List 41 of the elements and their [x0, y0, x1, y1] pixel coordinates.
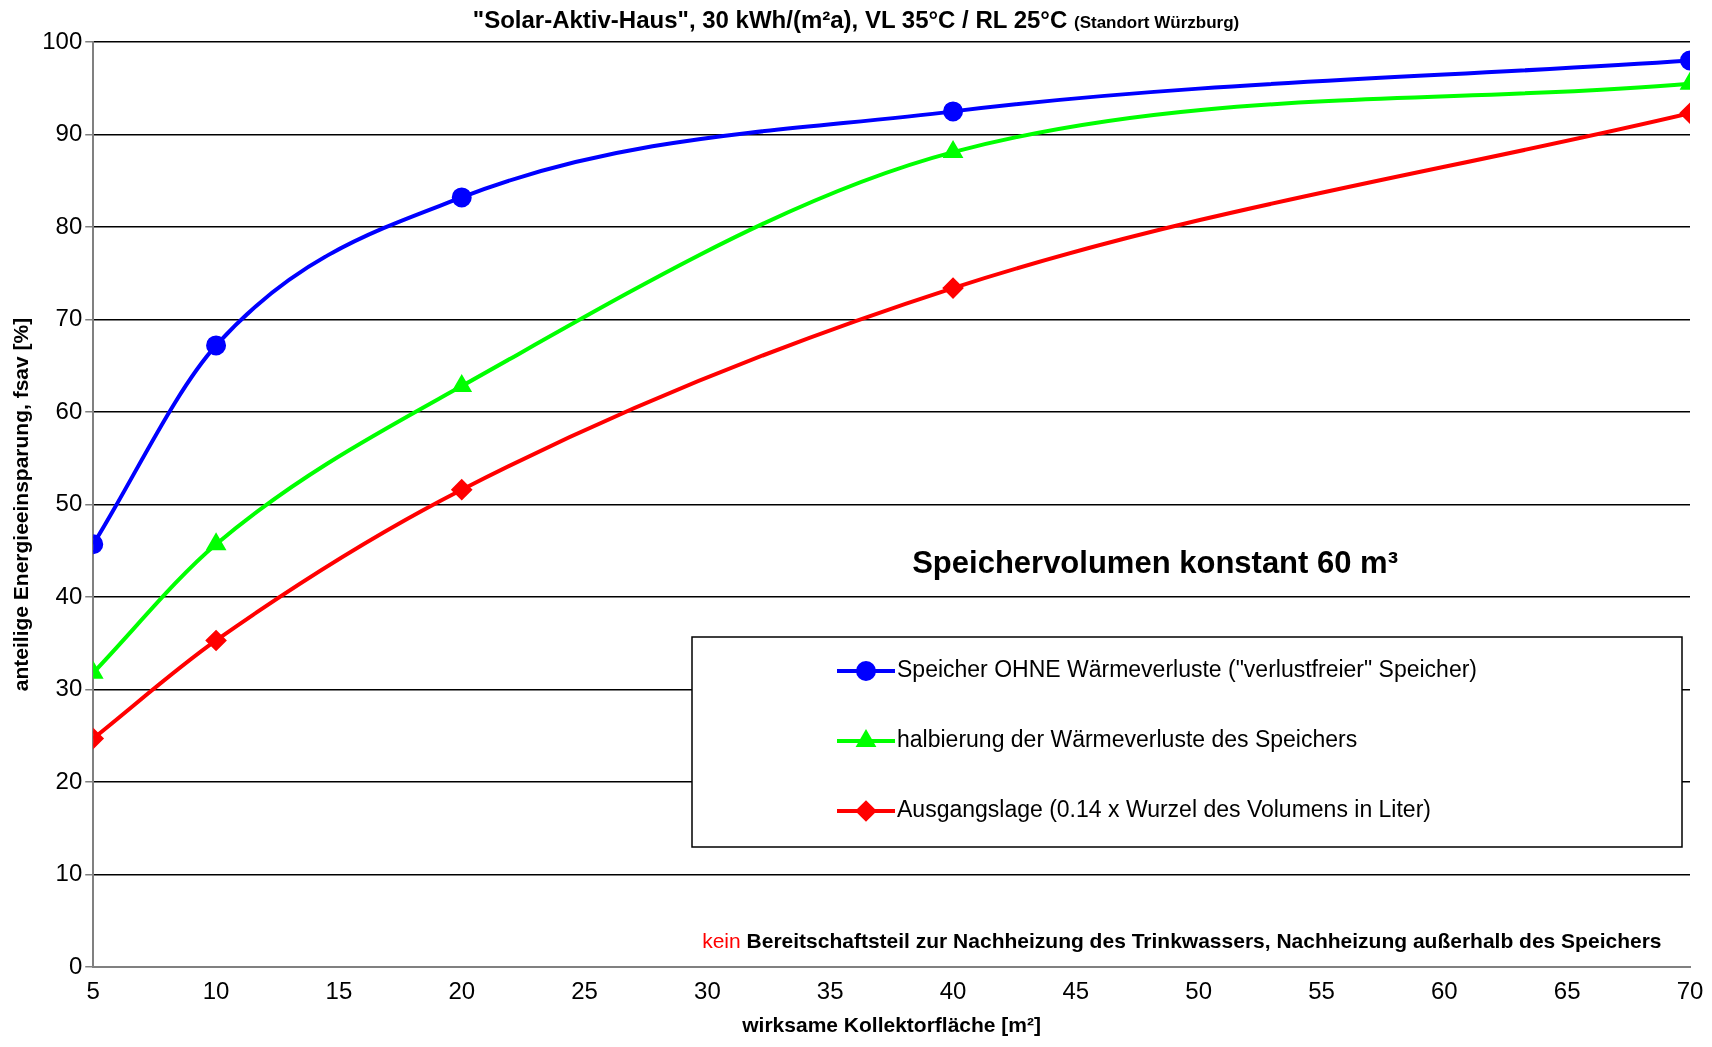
- x-tick-label: 70: [1676, 977, 1704, 1005]
- x-tick-label: 35: [816, 977, 844, 1005]
- y-tick-label: 90: [55, 119, 83, 147]
- x-tick-label: 50: [1185, 977, 1213, 1005]
- x-tick-label: 15: [325, 977, 353, 1005]
- y-tick-label: 80: [55, 211, 83, 239]
- y-tick-label: 0: [68, 951, 83, 979]
- x-tick-label: 5: [86, 977, 100, 1005]
- x-tick-label: 60: [1430, 977, 1458, 1005]
- annotation: kein Bereitschaftsteil zur Nachheizung des Trinkwassers, Nachheizung außerhalb des Speichers: [702, 928, 1662, 952]
- annotation: Speichervolumen konstant 60 m³: [912, 545, 1398, 581]
- point: [451, 479, 472, 500]
- y-tick-label: 10: [55, 859, 83, 887]
- x-tick-label: 10: [202, 977, 230, 1005]
- point: [207, 534, 225, 551]
- x-tick-label: 25: [571, 977, 598, 1005]
- y-tick-label: 60: [55, 396, 83, 424]
- x-tick-label: 30: [694, 977, 721, 1005]
- legend-label: halbierung der Wärmeverluste des Speichers: [897, 726, 1358, 753]
- y-tick-label: 70: [55, 304, 83, 332]
- x-tick-label: 20: [448, 977, 476, 1005]
- y-tick-label: 20: [55, 766, 83, 794]
- y-tick-label: 30: [55, 674, 83, 702]
- y-tick-label: 100: [42, 26, 83, 54]
- point: [206, 630, 227, 651]
- legend-label: Ausgangslage (0.14 x Wurzel des Volumens in Liter): [897, 796, 1431, 823]
- point: [206, 335, 227, 356]
- x-tick-label: 55: [1308, 977, 1335, 1005]
- x-tick-label: 65: [1553, 977, 1581, 1005]
- point: [944, 142, 962, 159]
- x-axis-title: wirksame Kollektorfläche [m²]: [741, 1013, 1041, 1037]
- x-tick-label: 45: [1062, 977, 1090, 1005]
- y-tick-label: 40: [55, 581, 83, 609]
- point: [451, 187, 472, 208]
- y-tick-label: 50: [55, 489, 83, 517]
- y-axis-title: anteilige Energieeinsparung, fsav [%]: [9, 317, 33, 692]
- x-tick-label: 40: [939, 977, 967, 1005]
- legend-label: Speicher OHNE Wärmeverluste ("verlustfreier" Speicher): [897, 656, 1477, 683]
- chart-subtitle: (Standort Würzburg): [1073, 13, 1240, 32]
- point: [452, 376, 471, 393]
- chart-title: "Solar-Aktiv-Haus", 30 kWh/(m²a), VL 35°C / RL 25°C: [472, 6, 1068, 33]
